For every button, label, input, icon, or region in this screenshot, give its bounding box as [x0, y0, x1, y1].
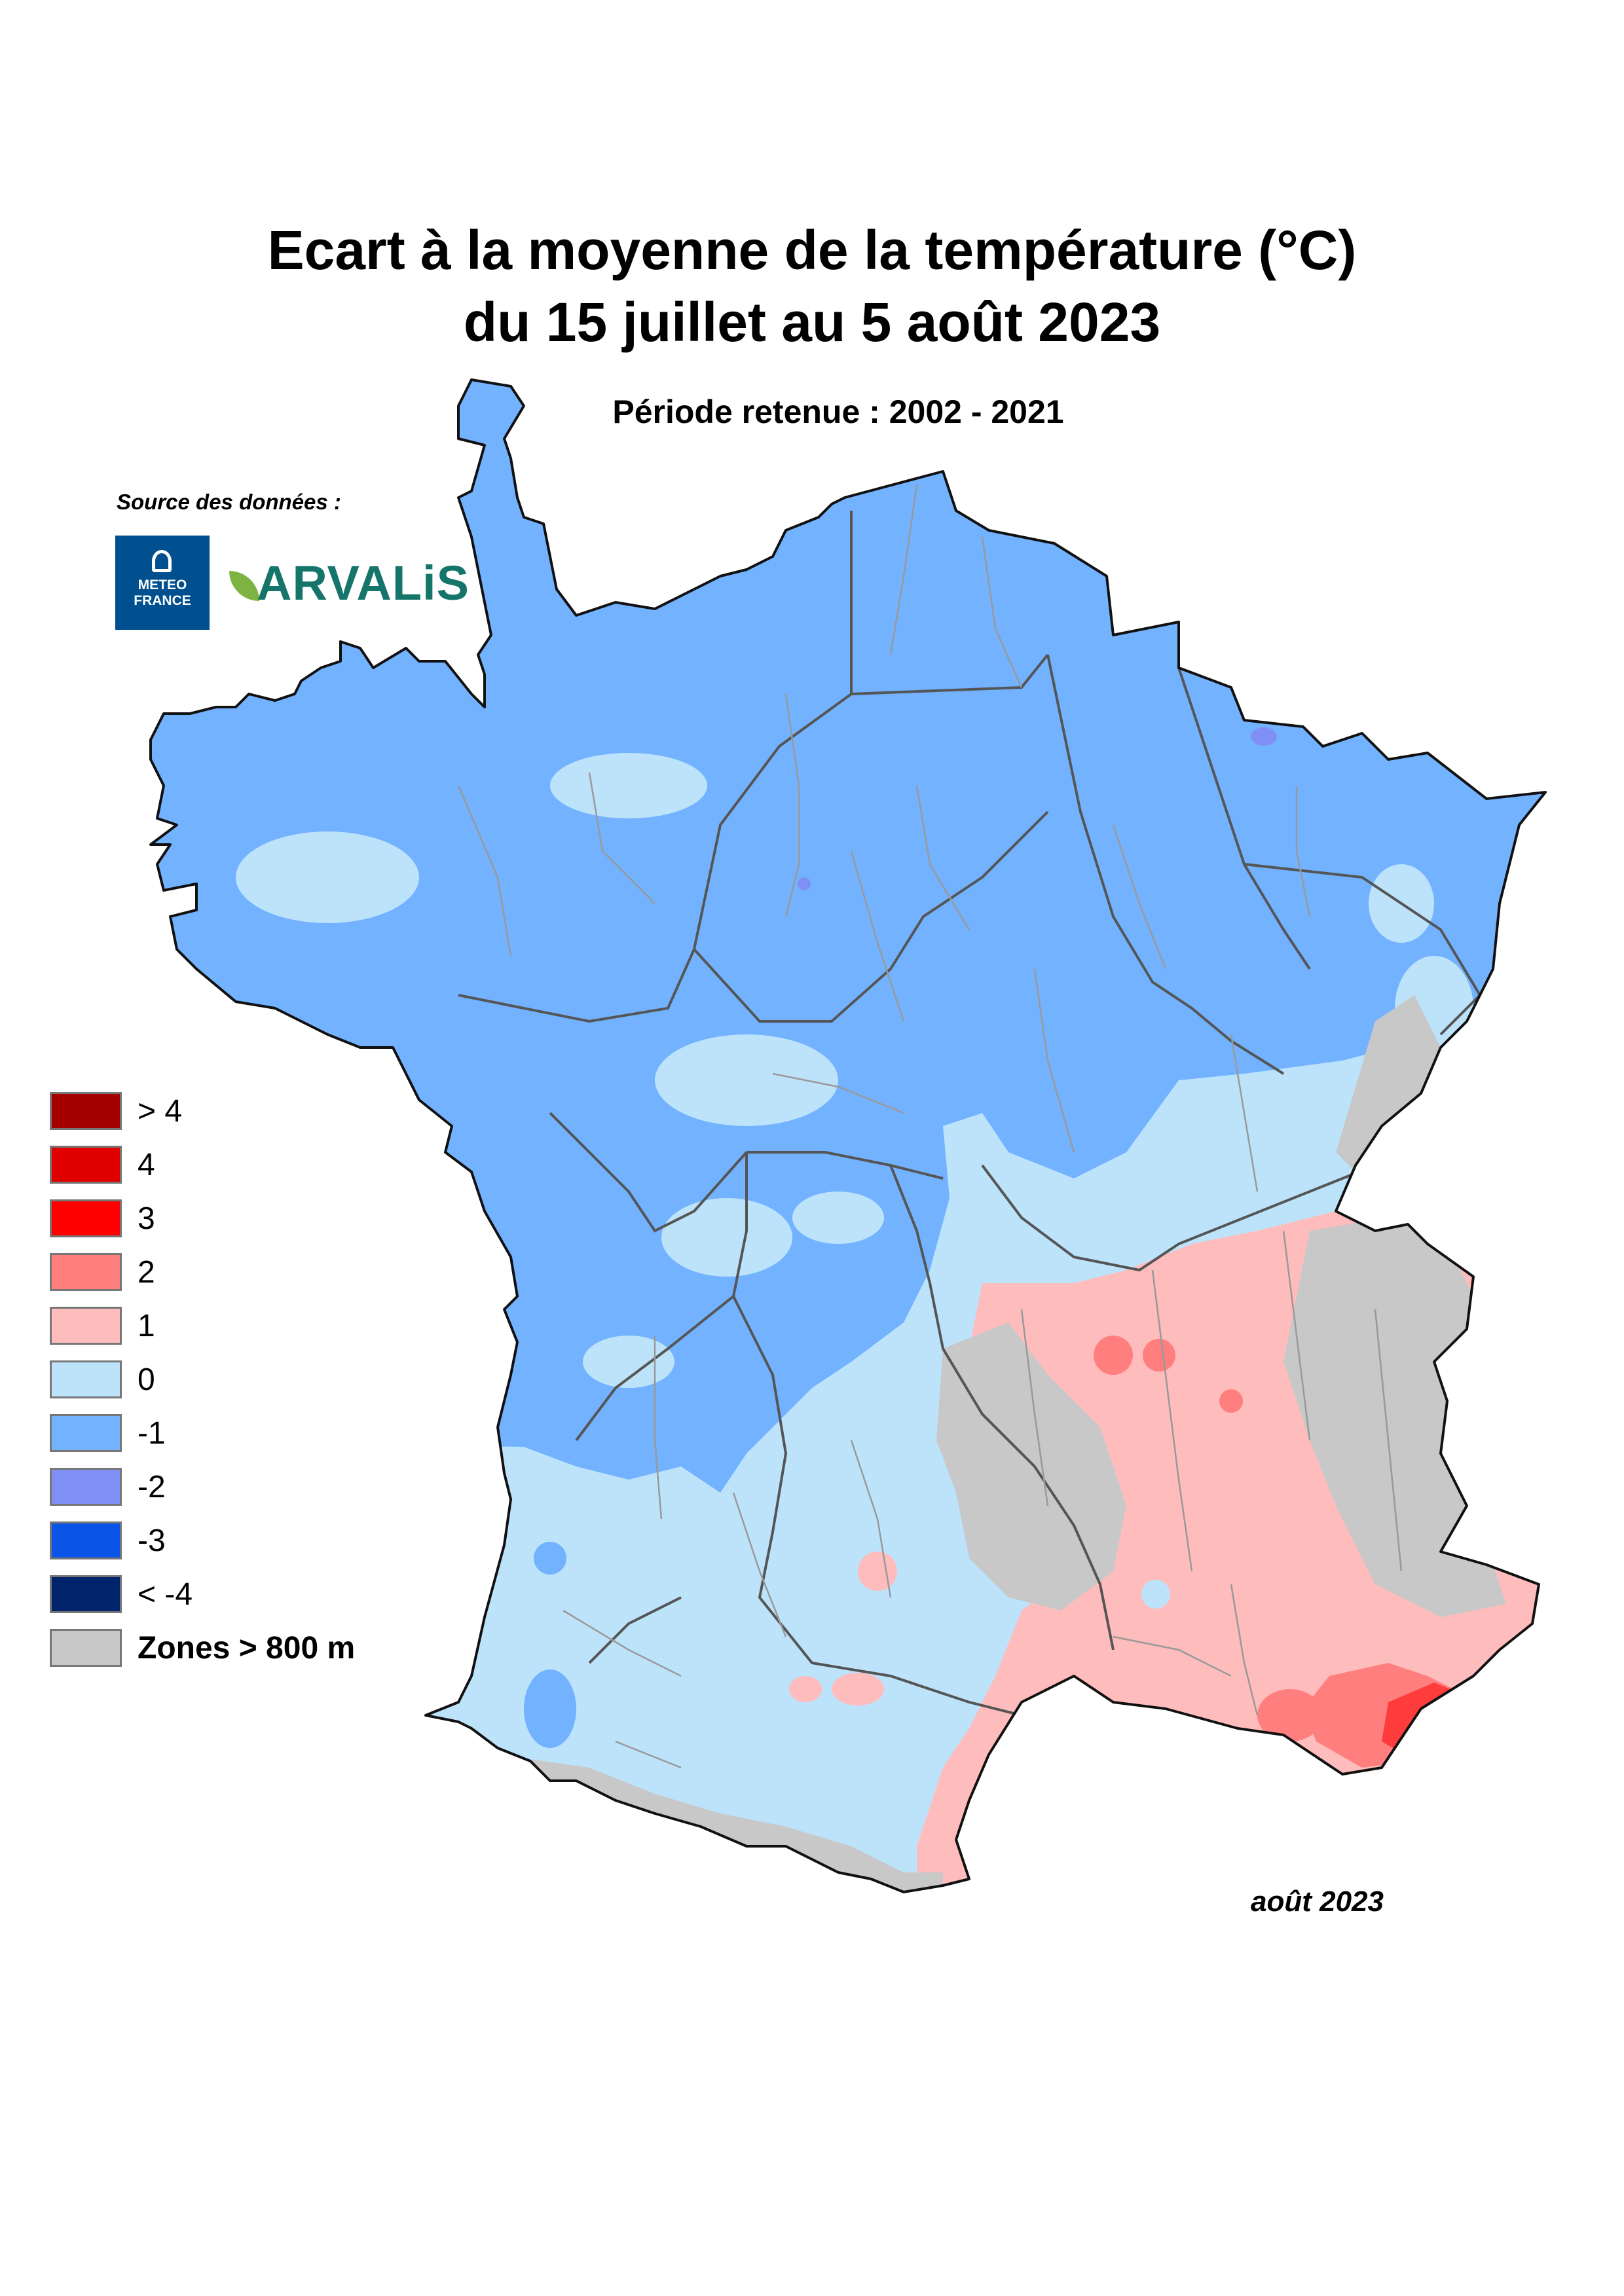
legend-swatch	[50, 1629, 122, 1667]
legend-item: -3	[50, 1522, 456, 1559]
meteo-france-logo-text: METEO FRANCE	[134, 577, 191, 608]
arvalis-logo-text: ARVALiS	[257, 556, 470, 610]
legend-swatch	[50, 1199, 122, 1237]
legend-label: 3	[138, 1201, 155, 1236]
legend-swatch	[50, 1146, 122, 1184]
legend-label: -3	[138, 1523, 166, 1558]
legend-label: -2	[138, 1470, 166, 1504]
legend-label: < -4	[138, 1577, 193, 1612]
legend-label: 4	[138, 1148, 155, 1182]
legend-item: < -4	[50, 1575, 456, 1613]
legend-item: 1	[50, 1307, 456, 1345]
legend-label: Zones > 800 m	[138, 1631, 356, 1666]
legend-label: 2	[138, 1255, 155, 1290]
map-title-line-2: du 15 juillet au 5 août 2023	[463, 291, 1161, 353]
meteo-france-mark-icon	[152, 550, 172, 572]
legend-item: -1	[50, 1414, 456, 1452]
meteo-france-logo: METEO FRANCE	[115, 536, 210, 630]
legend-item: > 4	[50, 1092, 456, 1130]
legend-swatch	[50, 1522, 122, 1559]
legend-swatch	[50, 1092, 122, 1130]
legend-swatch	[50, 1468, 122, 1506]
legend-swatch	[50, 1253, 122, 1291]
legend-item: 3	[50, 1199, 456, 1237]
legend-item: 2	[50, 1253, 456, 1291]
legend-swatch	[50, 1307, 122, 1345]
legend-swatch	[50, 1360, 122, 1398]
legend-item: Zones > 800 m	[50, 1629, 456, 1667]
legend-swatch	[50, 1575, 122, 1613]
legend-label: > 4	[138, 1094, 183, 1129]
map-subtitle: Période retenue : 2002 - 2021	[612, 393, 1064, 430]
legend-item: 4	[50, 1146, 456, 1184]
legend-swatch	[50, 1414, 122, 1452]
legend-item: 0	[50, 1360, 456, 1398]
map-date-label: août 2023	[1251, 1886, 1384, 1918]
data-source-label: Source des données :	[117, 490, 341, 514]
legend-item: -2	[50, 1468, 456, 1506]
arvalis-logo: ARVALiS	[229, 555, 470, 611]
legend-label: 0	[138, 1362, 155, 1397]
legend-label: 1	[138, 1309, 155, 1343]
legend-label: -1	[138, 1416, 166, 1451]
map-title-line-1: Ecart à la moyenne de la température (°C…	[267, 219, 1357, 281]
